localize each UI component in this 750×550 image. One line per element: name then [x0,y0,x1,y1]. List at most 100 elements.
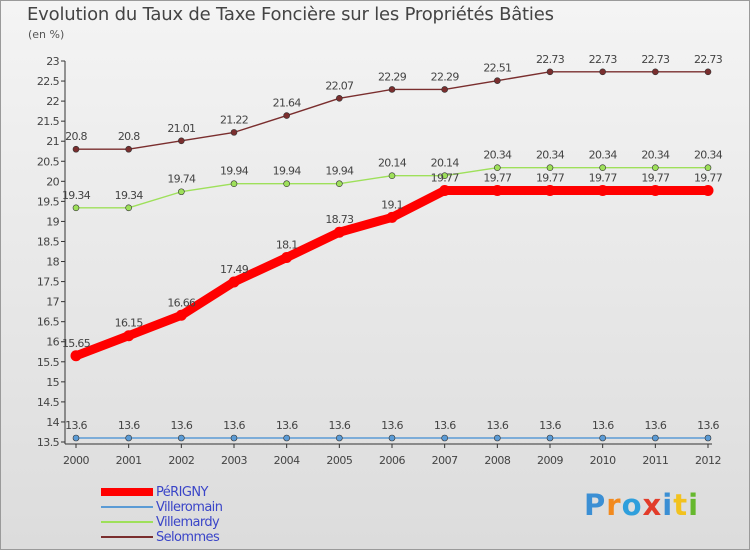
data-label: 17.49 [220,263,249,276]
y-tick-label: 13.5 [37,436,60,449]
series-selommes [72,68,712,153]
data-point [441,434,448,442]
data-label: 13.6 [276,419,298,432]
data-label: 22.29 [431,70,460,83]
legend-label: Selommes [156,530,220,545]
logo-letter: i [688,488,700,522]
y-tick-label: 15.5 [37,356,60,369]
data-label: 22.73 [694,53,723,66]
data-label: 18.1 [276,239,298,252]
data-label: 13.6 [223,419,245,432]
data-point [546,434,554,442]
data-label: 22.07 [325,79,354,92]
logo-letter: x [642,488,663,522]
data-point [230,434,238,442]
data-point [72,145,80,153]
data-label: 19.94 [220,165,249,178]
y-axis-unit: (en %) [28,28,65,41]
y-tick-label: 19.5 [37,195,60,208]
data-label: 19.94 [273,165,302,178]
data-label: 19.1 [381,198,403,211]
chart-title: Evolution du Taux de Taxe Foncière sur l… [27,4,554,25]
legend-swatch [101,488,153,496]
y-tick-label: 20 [46,175,59,188]
data-label: 13.6 [170,419,192,432]
data-point [491,185,503,197]
x-tick-label: 2006 [379,454,405,467]
data-point [336,434,343,442]
data-point [123,330,135,342]
data-label: 15.65 [62,337,91,350]
data-label: 19.74 [167,173,196,186]
x-tick-label: 2005 [326,454,352,467]
data-label: 13.6 [486,419,508,432]
legend-label: Villemardy [156,515,220,530]
data-point [652,68,659,76]
x-tick-label: 2004 [274,454,300,467]
y-tick-label: 18.5 [37,235,60,248]
data-point [230,129,238,136]
axes: 13.5 14 14.5 15 15.5 16 16.5 17 17.5 18 18.5 19 19.5… [37,55,722,467]
data-label: 18.73 [325,213,354,226]
legend-label: PéRIGNY [156,485,208,500]
data-point [125,145,132,153]
x-tick-label: 2008 [484,454,510,467]
data-point [336,94,343,102]
x-tick-label: 2012 [695,454,721,467]
series-perigny [70,185,714,362]
data-point [546,68,554,76]
legend-swatch [101,506,153,508]
data-point [546,164,554,171]
logo-letter: o [621,488,643,522]
data-label: 22.73 [536,53,565,66]
data-point [704,164,712,171]
x-tick-label: 2000 [63,454,89,467]
data-point [494,164,501,171]
data-point [494,434,501,442]
series-villemardy [72,164,712,212]
data-label: 13.6 [697,419,719,432]
y-tick-label: 16 [46,336,59,349]
data-point [178,188,185,196]
data-point [649,185,661,197]
logo-letter: P [584,488,607,522]
y-tick-label: 22 [46,95,59,108]
data-label: 20.34 [694,149,723,162]
data-label: 21.22 [220,113,248,126]
data-point [599,434,606,442]
legend-swatch [101,521,153,523]
data-label: 13.6 [644,419,666,432]
data-label: 21.01 [167,122,195,135]
data-point [597,185,609,197]
y-tick-label: 21.5 [37,115,60,128]
data-point [441,172,448,180]
data-label: 21.64 [273,97,302,110]
data-point [178,434,185,442]
x-tick-label: 2003 [221,454,247,467]
logo-letter: t [673,488,689,522]
data-label: 19.34 [115,189,144,202]
x-tick-label: 2002 [168,454,194,467]
y-tick-label: 16.5 [37,316,60,329]
data-point [388,86,396,93]
legend-label: Villeromain [156,500,223,515]
data-label: 13.6 [539,419,561,432]
data-point [70,350,82,362]
data-label: 19.77 [589,172,618,185]
series-villeromain [72,434,712,442]
y-tick-label: 14.5 [37,396,60,409]
data-point [175,309,187,321]
legend-swatch [101,536,153,538]
data-label: 19.77 [536,172,565,185]
data-label: 20.34 [641,149,670,162]
data-point [228,276,240,288]
data-point [599,68,606,76]
proxiti-logo: Proxiti [584,488,699,522]
data-point [388,434,396,442]
data-label: 22.51 [483,62,511,75]
data-labels: 15.65 16.15 16.66 17.49 18.1 18.73 19.1 19.77 19… [62,53,723,432]
data-label: 20.34 [483,149,512,162]
y-tick-label: 15 [46,376,59,389]
series-layer [70,68,714,442]
